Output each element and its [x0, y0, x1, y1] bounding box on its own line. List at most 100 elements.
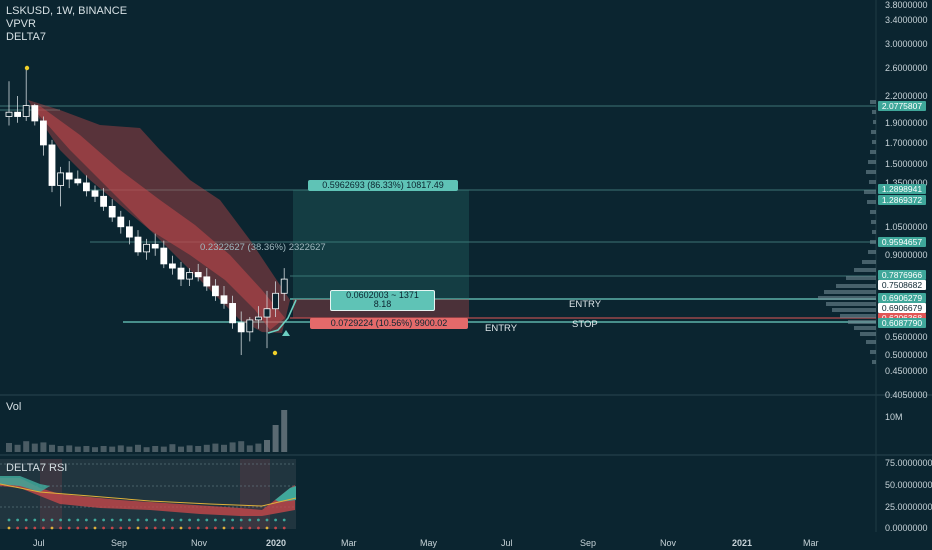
- candle[interactable]: [134, 236, 142, 253]
- volume-bar: [160, 446, 167, 452]
- candle[interactable]: [203, 276, 211, 287]
- candle[interactable]: [91, 190, 99, 197]
- entry-box[interactable]: 0.0602003 ~ 1371 8.18: [330, 290, 435, 311]
- vpvr-bar: [824, 290, 876, 294]
- volume-bar: [203, 444, 210, 452]
- candle[interactable]: [100, 195, 107, 207]
- profit-zone[interactable]: [293, 190, 469, 299]
- candle[interactable]: [160, 247, 168, 265]
- candle[interactable]: [229, 303, 237, 324]
- entry-label-lower[interactable]: ENTRY: [485, 323, 518, 334]
- candle[interactable]: [40, 120, 47, 146]
- candle[interactable]: [194, 272, 202, 278]
- rsi-dot: [162, 526, 166, 530]
- rsi-dot: [145, 518, 149, 522]
- vpvr-bar: [870, 350, 876, 354]
- candle[interactable]: [246, 319, 254, 333]
- candle[interactable]: [263, 308, 271, 318]
- rsi-dot: [85, 518, 88, 522]
- candle[interactable]: [220, 295, 228, 304]
- candle[interactable]: [117, 216, 125, 228]
- volume-bar: [212, 443, 219, 452]
- rsi-dot: [248, 518, 252, 522]
- candle[interactable]: [65, 172, 73, 180]
- vpvr-bar: [868, 160, 876, 164]
- rsi-dot: [214, 526, 217, 530]
- candle[interactable]: [143, 243, 151, 253]
- entry-box-line-1: 0.0602003 ~ 1371: [346, 290, 419, 300]
- vpvr-bar: [836, 284, 876, 288]
- rsi-dot: [24, 518, 28, 522]
- volume-bar: [195, 446, 202, 452]
- candle[interactable]: [168, 263, 176, 269]
- buy-signal-triangle: [282, 330, 290, 336]
- signal-dot-bottom: [272, 350, 278, 356]
- vpvr-bar: [818, 296, 876, 300]
- rsi-dot: [76, 526, 80, 530]
- price-axis-label: 1.9000000: [885, 118, 928, 128]
- volume-pane-title[interactable]: Vol: [6, 401, 22, 413]
- stop-label-box[interactable]: 0.0729224 (10.56%) 9900.02: [310, 318, 468, 329]
- candle[interactable]: [237, 322, 245, 333]
- candle[interactable]: [211, 285, 219, 297]
- rsi-dot: [257, 518, 260, 522]
- vpvr-bar: [871, 220, 876, 224]
- candle[interactable]: [22, 105, 30, 117]
- vpvr-bar: [867, 200, 876, 204]
- rsi-dot: [16, 526, 19, 530]
- candlesticks[interactable]: [5, 67, 288, 356]
- rsi-dot: [179, 526, 183, 530]
- volume-bar: [83, 446, 90, 452]
- candle[interactable]: [177, 267, 185, 280]
- candle[interactable]: [186, 272, 194, 280]
- volume-bar: [126, 446, 133, 452]
- candle[interactable]: [108, 205, 116, 218]
- price-axis-label: 0.4500000: [885, 366, 928, 376]
- indicator-vpvr[interactable]: VPVR: [6, 18, 36, 30]
- symbol-legend[interactable]: LSKUSD, 1W, BINANCE: [6, 5, 128, 17]
- candle[interactable]: [254, 316, 262, 321]
- rsi-dot: [76, 518, 80, 522]
- candle[interactable]: [74, 178, 82, 184]
- vpvr-bar: [860, 332, 876, 336]
- candle[interactable]: [280, 278, 288, 294]
- target-label[interactable]: 0.5962693 (86.33%) 10817.49: [308, 180, 458, 191]
- rsi-dot: [67, 518, 71, 522]
- price-axis-label: 2.6000000: [885, 63, 928, 73]
- rsi-axis-label: 50.0000000: [885, 480, 932, 490]
- price-tag: 0.9594657: [878, 237, 926, 247]
- candle[interactable]: [151, 243, 159, 249]
- indicator-delta7[interactable]: DELTA7: [6, 31, 46, 43]
- time-axis-label: Nov: [660, 538, 677, 548]
- volume-axis-label: 10M: [885, 412, 903, 422]
- volume-bar: [57, 446, 64, 452]
- candle[interactable]: [14, 111, 22, 117]
- stop-label[interactable]: STOP: [572, 319, 598, 330]
- vpvr-bar: [872, 140, 876, 144]
- candle[interactable]: [83, 182, 90, 192]
- price-axis-label: 3.0000000: [885, 39, 928, 49]
- volume-bar: [49, 444, 55, 452]
- price-axis-label: 0.4050000: [885, 390, 928, 400]
- volume-bar: [23, 441, 30, 452]
- candle[interactable]: [31, 105, 39, 122]
- volume-bar: [272, 425, 279, 452]
- rsi-pane-title[interactable]: DELTA7 RSI: [6, 462, 68, 474]
- vpvr-bar: [868, 250, 876, 254]
- candle[interactable]: [126, 226, 133, 238]
- candle[interactable]: [272, 292, 280, 310]
- price-tag: 0.6087790: [878, 318, 926, 328]
- candle[interactable]: [57, 172, 64, 186]
- candle[interactable]: [48, 144, 56, 186]
- vpvr-bar: [854, 326, 876, 330]
- entry-label-upper[interactable]: ENTRY: [569, 299, 602, 310]
- time-axis-label: Nov: [191, 538, 208, 548]
- measure-label: 0.2322627 (38.36%) 2322627: [200, 242, 326, 253]
- candle[interactable]: [5, 111, 13, 117]
- vpvr-bar: [870, 210, 876, 214]
- volume-bar: [66, 445, 73, 452]
- rsi-teal-area-right: [275, 486, 296, 502]
- rsi-dot: [102, 518, 105, 522]
- rsi-signal-line: [0, 483, 297, 507]
